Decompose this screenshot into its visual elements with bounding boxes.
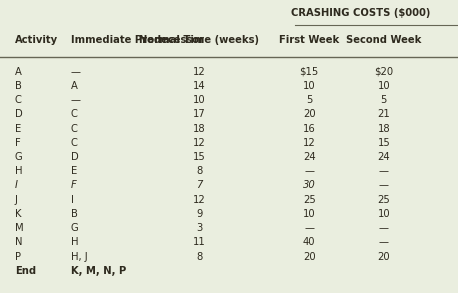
Text: —: — [304, 223, 314, 233]
Text: D: D [71, 152, 79, 162]
Text: 21: 21 [377, 109, 390, 120]
Text: 30: 30 [303, 180, 316, 190]
Text: C: C [71, 138, 78, 148]
Text: 10: 10 [303, 209, 316, 219]
Text: 8: 8 [196, 166, 202, 176]
Text: F: F [71, 180, 77, 190]
Text: 12: 12 [193, 138, 206, 148]
Text: E: E [15, 124, 21, 134]
Text: Second Week: Second Week [346, 35, 421, 45]
Text: 14: 14 [193, 81, 206, 91]
Text: N: N [15, 237, 22, 247]
Text: —: — [379, 237, 389, 247]
Text: 11: 11 [193, 237, 206, 247]
Text: $20: $20 [374, 67, 393, 77]
Text: A: A [71, 81, 78, 91]
Text: I: I [71, 195, 74, 205]
Text: 18: 18 [193, 124, 206, 134]
Text: 9: 9 [196, 209, 202, 219]
Text: M: M [15, 223, 23, 233]
Text: 25: 25 [377, 195, 390, 205]
Text: —: — [379, 223, 389, 233]
Text: Activity: Activity [15, 35, 58, 45]
Text: 5: 5 [381, 95, 387, 105]
Text: —: — [379, 180, 389, 190]
Text: 12: 12 [193, 195, 206, 205]
Text: 20: 20 [303, 251, 316, 262]
Text: —: — [71, 95, 81, 105]
Text: —: — [379, 166, 389, 176]
Text: CRASHING COSTS ($000): CRASHING COSTS ($000) [290, 8, 430, 18]
Text: A: A [15, 67, 22, 77]
Text: C: C [71, 109, 78, 120]
Text: C: C [15, 95, 22, 105]
Text: 12: 12 [193, 67, 206, 77]
Text: 24: 24 [377, 152, 390, 162]
Text: J: J [15, 195, 17, 205]
Text: 18: 18 [377, 124, 390, 134]
Text: —: — [304, 166, 314, 176]
Text: 40: 40 [303, 237, 316, 247]
Text: End: End [15, 266, 36, 276]
Text: E: E [71, 166, 77, 176]
Text: H: H [71, 237, 78, 247]
Text: G: G [15, 152, 22, 162]
Text: 3: 3 [196, 223, 202, 233]
Text: 7: 7 [196, 180, 202, 190]
Text: G: G [71, 223, 79, 233]
Text: 12: 12 [303, 138, 316, 148]
Text: D: D [15, 109, 22, 120]
Text: H, J: H, J [71, 251, 87, 262]
Text: B: B [71, 209, 78, 219]
Text: F: F [15, 138, 21, 148]
Text: First Week: First Week [279, 35, 339, 45]
Text: 10: 10 [303, 81, 316, 91]
Text: K: K [15, 209, 21, 219]
Text: K, M, N, P: K, M, N, P [71, 266, 126, 276]
Text: $15: $15 [300, 67, 319, 77]
Text: 8: 8 [196, 251, 202, 262]
Text: 10: 10 [193, 95, 206, 105]
Text: C: C [71, 124, 78, 134]
Text: I: I [15, 180, 18, 190]
Text: Normal Time (weeks): Normal Time (weeks) [139, 35, 259, 45]
Text: 10: 10 [377, 81, 390, 91]
Text: 17: 17 [193, 109, 206, 120]
Text: H: H [15, 166, 22, 176]
Text: Immediate Predecessor: Immediate Predecessor [71, 35, 204, 45]
Text: 15: 15 [377, 138, 390, 148]
Text: 20: 20 [303, 109, 316, 120]
Text: 5: 5 [306, 95, 312, 105]
Text: 16: 16 [303, 124, 316, 134]
Text: P: P [15, 251, 21, 262]
Text: 20: 20 [377, 251, 390, 262]
Text: 15: 15 [193, 152, 206, 162]
Text: —: — [71, 67, 81, 77]
Text: B: B [15, 81, 22, 91]
Text: 24: 24 [303, 152, 316, 162]
Text: 10: 10 [377, 209, 390, 219]
Text: 25: 25 [303, 195, 316, 205]
